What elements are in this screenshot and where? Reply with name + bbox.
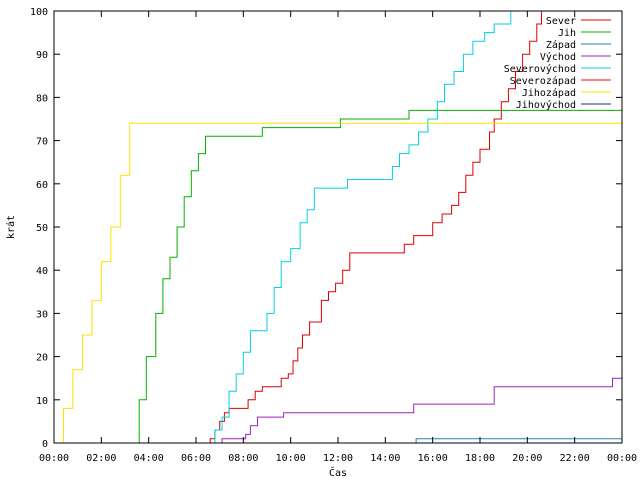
y-axis-title: krát xyxy=(5,215,17,239)
x-tick-label: 12:00 xyxy=(323,453,353,464)
legend-label-jih: Jih xyxy=(558,28,576,39)
series-line-sever xyxy=(54,11,542,443)
x-tick-label: 18:00 xyxy=(465,453,495,464)
legend-label-sever: Sever xyxy=(546,16,576,27)
series-line-jihozapad xyxy=(54,122,622,443)
y-tick-label: 10 xyxy=(36,396,48,407)
legend-label-zapad: Západ xyxy=(546,39,576,51)
axis-ticks: 00:00 02:00 04:00 06:00 08:00 10:00 12:00 14:00… xyxy=(30,7,637,464)
y-tick-label: 40 xyxy=(36,266,48,277)
y-tick-label: 20 xyxy=(36,353,48,364)
x-tick-label: 22:00 xyxy=(560,453,590,464)
y-tick-label: 70 xyxy=(36,137,48,148)
series-line-jih xyxy=(54,109,622,443)
y-tick-label: 90 xyxy=(36,50,48,61)
y-tick-label: 30 xyxy=(36,309,48,320)
x-tick-label: 20:00 xyxy=(512,453,542,464)
x-tick-label: 02:00 xyxy=(86,453,116,464)
series-line-vychod xyxy=(54,377,622,443)
y-tick-label: 60 xyxy=(36,180,48,191)
x-tick-label: 06:00 xyxy=(181,453,211,464)
y-tick-label: 100 xyxy=(30,7,48,18)
x-tick-label: 00:00 xyxy=(607,453,637,464)
y-tick-label: 50 xyxy=(36,223,48,234)
x-tick-label: 16:00 xyxy=(418,453,448,464)
x-tick-label: 14:00 xyxy=(370,453,400,464)
series-line-severovychod xyxy=(54,11,512,443)
y-tick-label: 80 xyxy=(36,93,48,104)
x-tick-label: 08:00 xyxy=(228,453,258,464)
x-axis-title: Čas xyxy=(329,466,347,479)
x-tick-label: 04:00 xyxy=(134,453,164,464)
y-tick-label: 0 xyxy=(42,439,48,450)
x-tick-label: 10:00 xyxy=(276,453,306,464)
legend-label-jihozapad: Jihozápad xyxy=(522,87,576,99)
legend-label-severozapad: Severozápad xyxy=(510,75,576,87)
series-line-zapad xyxy=(54,438,622,443)
series-layer xyxy=(54,11,622,443)
x-tick-label: 00:00 xyxy=(39,453,69,464)
legend-label-jihovychod: Jihovýchod xyxy=(516,99,576,111)
legend-label-vychod: Východ xyxy=(540,51,576,63)
legend: SeverJihZápadVýchodSeverovýchodSeverozáp… xyxy=(504,16,611,111)
legend-label-severovychod: Severovýchod xyxy=(504,63,576,75)
